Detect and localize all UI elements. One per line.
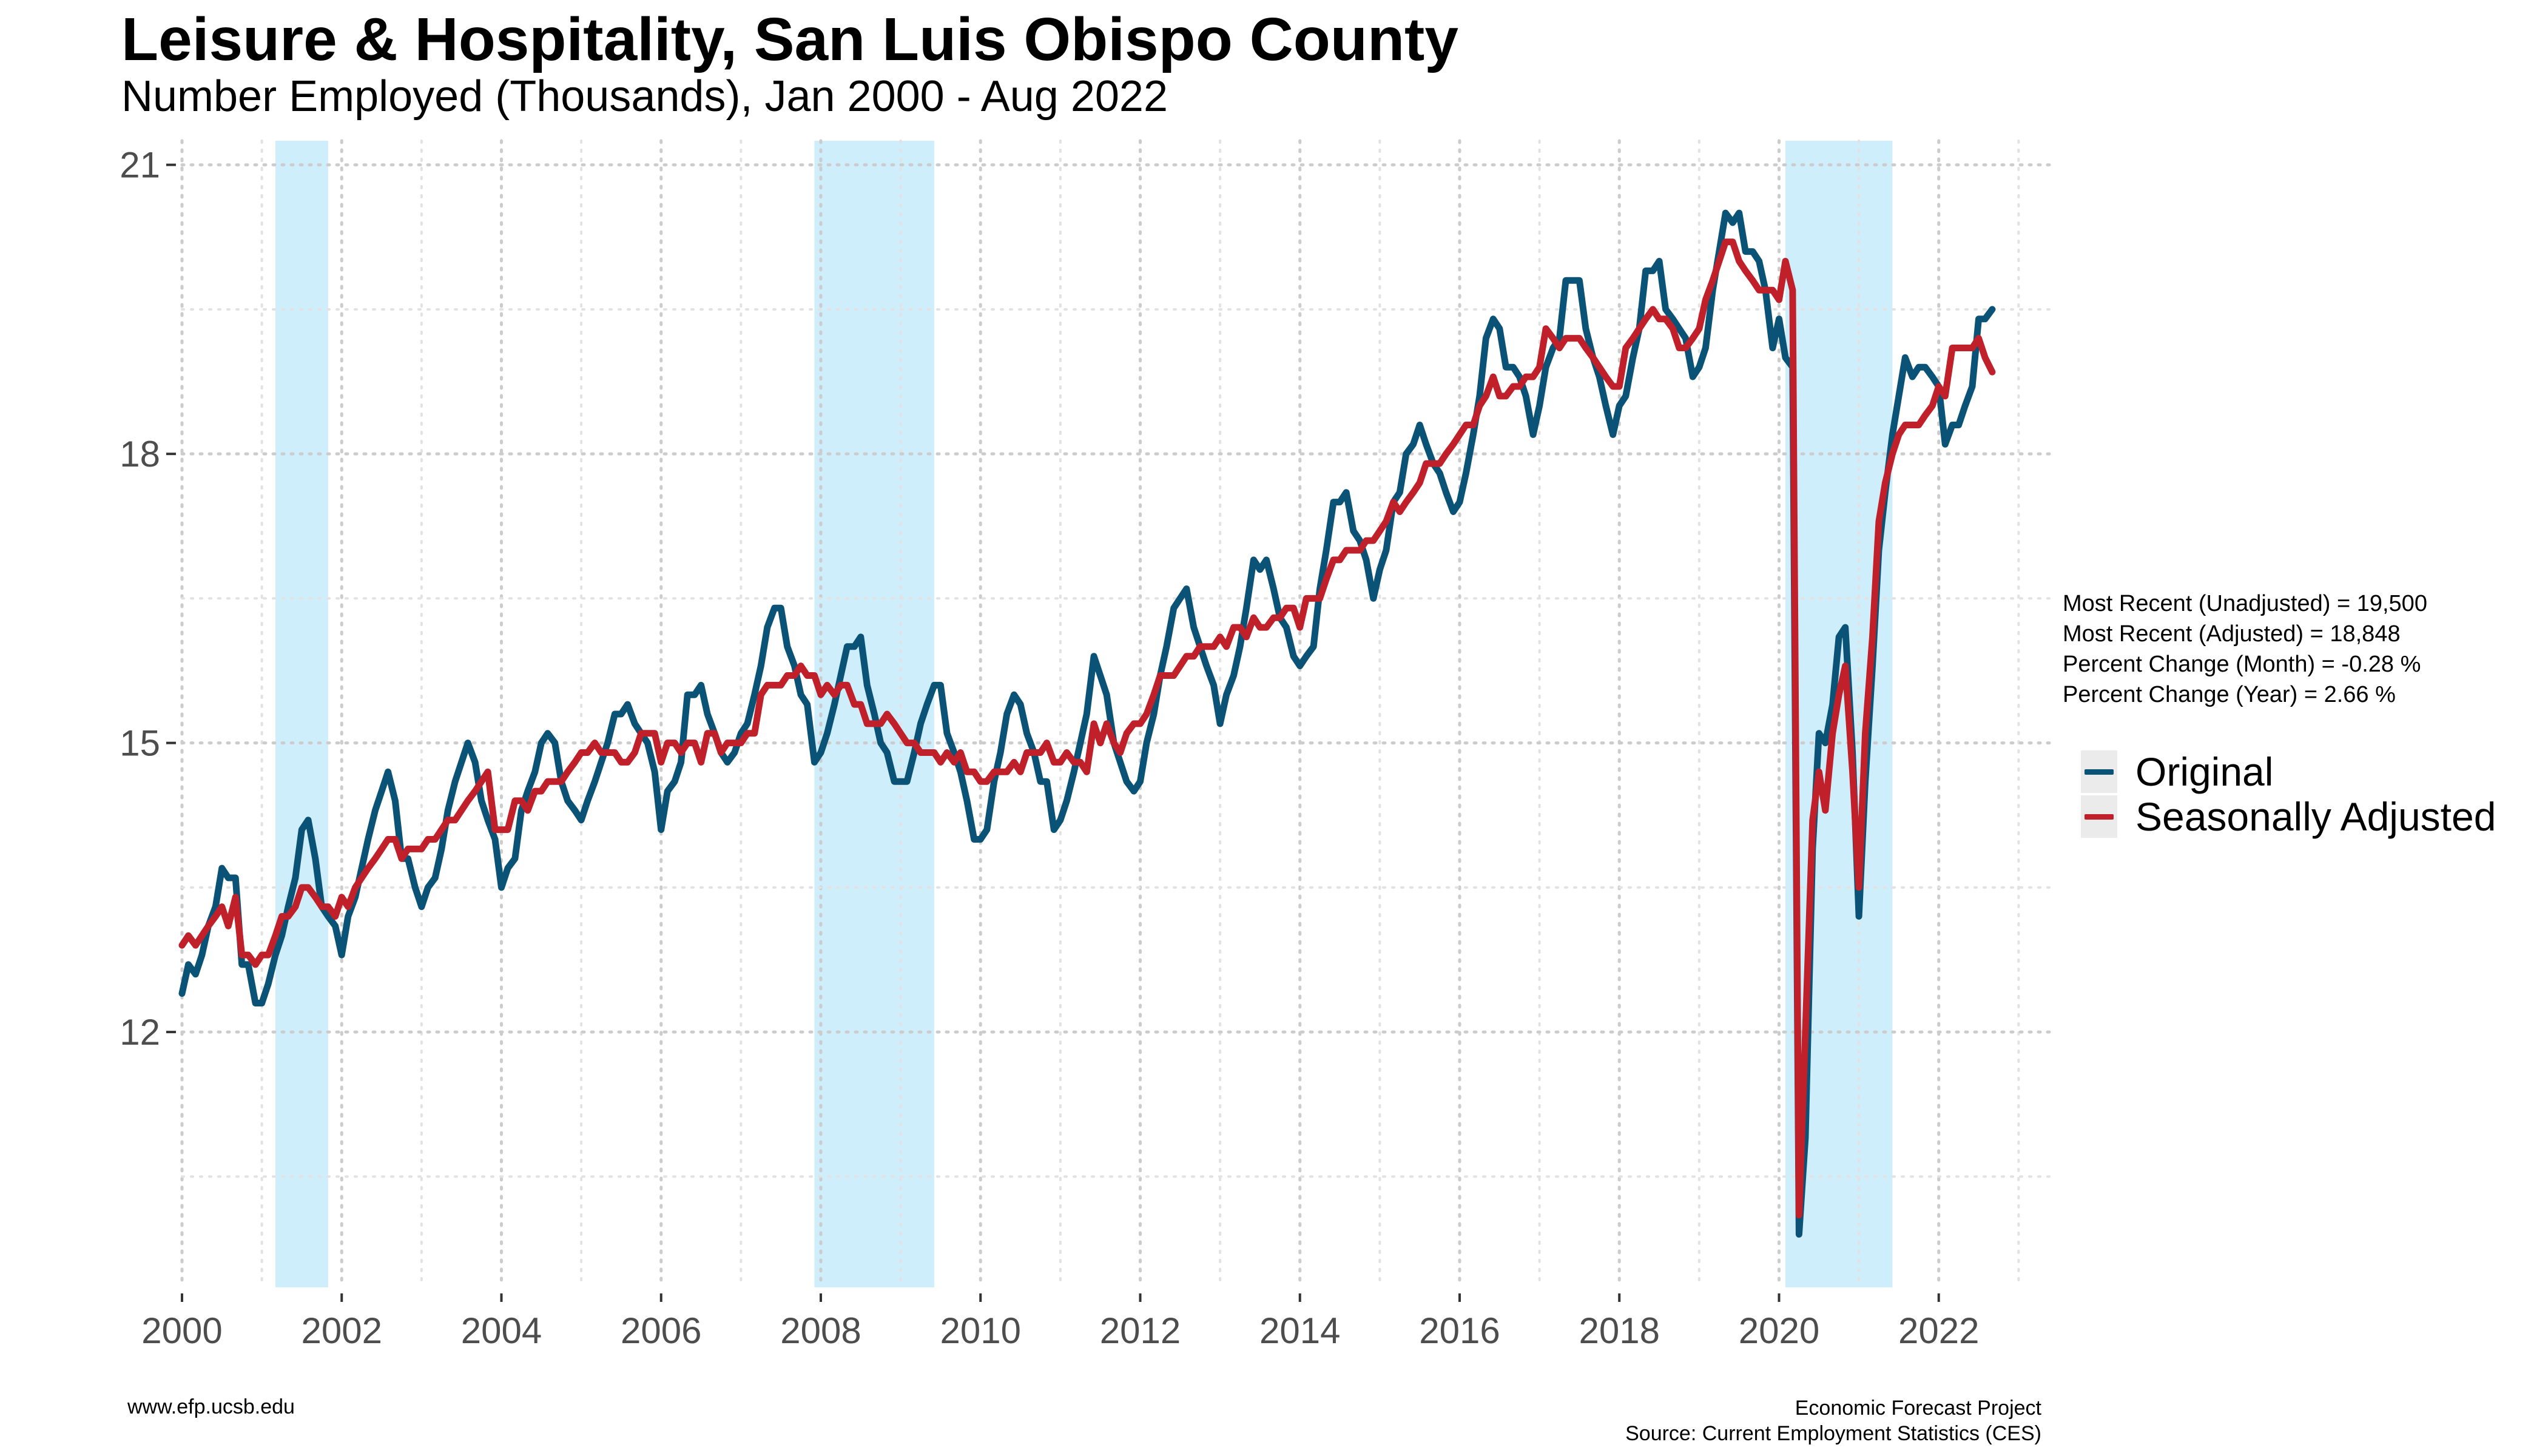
- y-tick-label: 18: [120, 434, 160, 474]
- legend-label-original: Original: [2135, 749, 2274, 794]
- chart-subtitle: Number Employed (Thousands), Jan 2000 - …: [121, 72, 1168, 121]
- legend-swatch-original: [2085, 769, 2114, 775]
- summary-stats: Most Recent (Unadjusted) = 19,500 Most R…: [2063, 588, 2427, 710]
- series-line-seasonally-adjusted: [178, 238, 1996, 1219]
- legend-label-seasonally-adjusted: Seasonally Adjusted: [2135, 794, 2496, 839]
- legend-key-original: [2081, 750, 2117, 793]
- stat-percent-change-month: Percent Change (Month) = -0.28 %: [2063, 652, 2421, 677]
- series-lines: [178, 209, 1996, 1238]
- x-tick-label: 2010: [940, 1310, 1020, 1351]
- x-tick-label: 2022: [1898, 1310, 1979, 1351]
- stat-most-recent-unadjusted: Most Recent (Unadjusted) = 19,500: [2063, 591, 2427, 616]
- x-tick-label: 2018: [1579, 1310, 1659, 1351]
- x-tick-label: 2020: [1739, 1310, 1819, 1351]
- legend-item-original: Original: [2081, 749, 2496, 794]
- series-line-original: [178, 209, 1996, 1238]
- x-tick-label: 2002: [302, 1310, 382, 1351]
- legend-key-seasonally-adjusted: [2081, 795, 2117, 838]
- grid-lines: [180, 139, 2052, 1289]
- x-tick-label: 2016: [1419, 1310, 1500, 1351]
- x-tick-label: 2014: [1259, 1310, 1340, 1351]
- x-tick-label: 2000: [141, 1310, 222, 1351]
- axis-ticks: 2000 2002 2004 2006 2008 2010 2012 2014 2016 2018…: [120, 145, 1979, 1351]
- footer-source: Source: Current Employment Statistics (C…: [1625, 1422, 2041, 1445]
- legend-swatch-seasonally-adjusted: [2085, 814, 2114, 820]
- legend-item-seasonally-adjusted: Seasonally Adjusted: [2081, 794, 2496, 839]
- x-tick-label: 2004: [461, 1310, 542, 1351]
- stat-most-recent-adjusted: Most Recent (Adjusted) = 18,848: [2063, 621, 2401, 647]
- y-tick-label: 12: [120, 1012, 160, 1053]
- y-tick-label: 21: [120, 145, 160, 186]
- recession-band-1: [275, 141, 328, 1287]
- legend: Original Seasonally Adjusted: [2081, 749, 2496, 839]
- chart-title: Leisure & Hospitality, San Luis Obispo C…: [121, 5, 1458, 73]
- footer-org: Economic Forecast Project: [1795, 1397, 2041, 1420]
- x-tick-label: 2006: [621, 1310, 701, 1351]
- footer-website: www.efp.ucsb.edu: [127, 1395, 295, 1418]
- stat-percent-change-year: Percent Change (Year) = 2.66 %: [2063, 682, 2396, 707]
- y-tick-label: 15: [120, 723, 160, 764]
- x-tick-label: 2008: [780, 1310, 861, 1351]
- x-tick-label: 2012: [1100, 1310, 1181, 1351]
- footer-credits: Economic Forecast Project Source: Curren…: [1625, 1395, 2041, 1446]
